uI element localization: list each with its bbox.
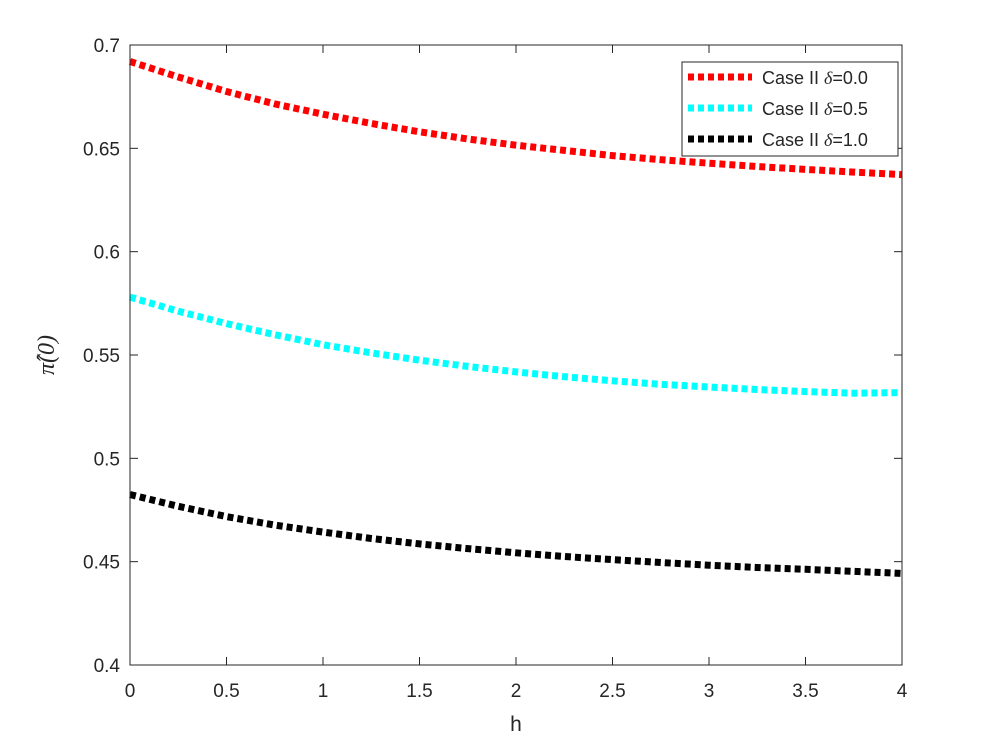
- legend-prefix: Case II: [762, 130, 824, 150]
- y-tick-label: 0.5: [94, 449, 120, 470]
- series-group: [128, 58, 903, 577]
- series-line-2: [129, 293, 903, 397]
- y-tick-label: 0.65: [83, 139, 120, 160]
- x-axis-label: h: [510, 713, 522, 736]
- series-line-1: [128, 58, 903, 179]
- legend-label-3: Case II δ=1.0: [762, 130, 868, 150]
- legend-label-1: Case II δ=0.0: [762, 68, 868, 88]
- legend-label-2: Case II δ=0.5: [762, 99, 868, 119]
- x-tick-label: 0.5: [213, 681, 239, 702]
- legend-prefix: Case II: [762, 99, 824, 119]
- x-tick-label: 0: [125, 681, 136, 702]
- legend-delta-symbol: δ: [824, 130, 833, 150]
- y-tick-label: 0.7: [94, 36, 120, 57]
- y-tick-label: 0.4: [94, 656, 121, 677]
- y-tick-label: 0.6: [94, 243, 120, 264]
- x-tick-label: 1.5: [406, 681, 432, 702]
- y-tick-label: 0.55: [83, 346, 120, 367]
- x-tick-label: 1: [318, 681, 329, 702]
- legend-prefix: Case II: [762, 68, 824, 88]
- x-tick-label: 3: [704, 681, 715, 702]
- legend-delta-symbol: δ: [824, 68, 833, 88]
- y-axis-label: π̂(0): [34, 335, 60, 375]
- x-tick-label: 4: [897, 681, 908, 702]
- legend-suffix: =0.5: [832, 99, 868, 119]
- x-tick-label: 2: [511, 681, 522, 702]
- ticks-group: 0 0.5 1 1.5 2 2.5 3 3.5 4 0.4 0.45 0.5 0.55 0.6 0.65 0.…: [83, 36, 908, 702]
- legend-suffix: =1.0: [832, 130, 868, 150]
- x-tick-label: 3.5: [792, 681, 818, 702]
- legend-suffix: =0.0: [832, 68, 868, 88]
- y-tick-label: 0.45: [83, 553, 120, 574]
- series-line-3: [129, 491, 903, 577]
- legend-delta-symbol: δ: [824, 99, 833, 119]
- x-tick-label: 2.5: [599, 681, 625, 702]
